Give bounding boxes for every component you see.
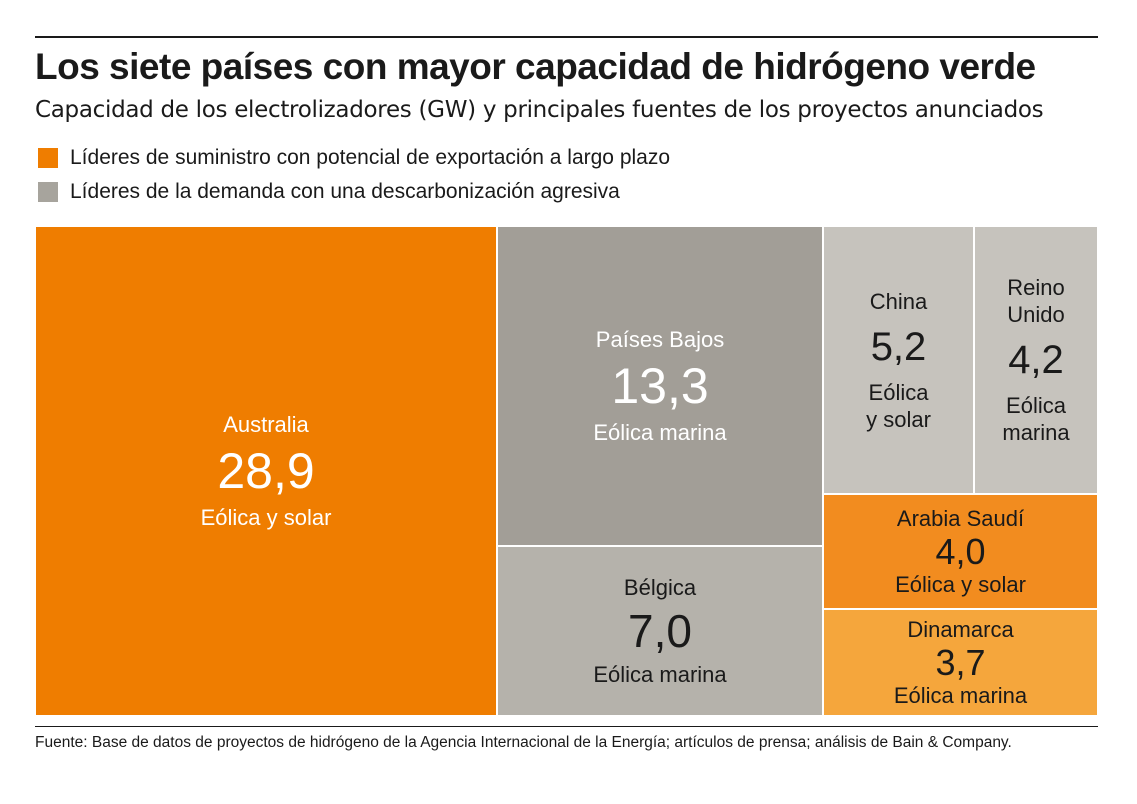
cell-source-label: Eólica marina [893, 682, 1028, 708]
source-note: Fuente: Base de datos de proyectos de hi… [35, 734, 1012, 751]
cell-country-label: China [869, 288, 928, 314]
cell-value-label: 28,9 [217, 443, 315, 499]
bottom-rule [35, 726, 1098, 727]
cell-source-label: Eólica y solar [866, 379, 931, 432]
cell-value-label: 4,0 [935, 530, 986, 572]
chart-title: Los siete países con mayor capacidad de … [35, 46, 1036, 87]
legend-swatch-orange [38, 148, 58, 168]
cell-country-label: Reino Unido [1007, 275, 1065, 327]
treemap: Australia 28,9 Eólica y solar Países Bajos 1… [35, 226, 1098, 716]
legend-label-demand: Líderes de la demanda con una descarboni… [70, 180, 620, 203]
legend-item-supply: Líderes de suministro con potencial de e… [38, 141, 670, 175]
chart-subtitle: Capacidad de los electrolizadores (GW) y… [35, 97, 1044, 123]
cell-source-label: Eólica y solar [200, 505, 332, 530]
treemap-cell-arabia-saudi: Arabia Saudí 4,0 Eólica y solar [823, 494, 1098, 609]
treemap-cell-dinamarca: Dinamarca 3,7 Eólica marina [823, 609, 1098, 716]
cell-country-label: Bélgica [623, 575, 697, 600]
cell-source-label: Eólica y solar [895, 571, 1026, 597]
cell-country-label: Dinamarca [907, 616, 1014, 642]
cell-source-label: Eólica marina [593, 662, 727, 687]
treemap-cell-belgica: Bélgica 7,0 Eólica marina [497, 546, 823, 716]
cell-country-label: Australia [223, 412, 309, 437]
cell-value-label: 7,0 [628, 605, 692, 657]
cell-value-label: 4,2 [1008, 338, 1064, 382]
cell-value-label: 3,7 [935, 641, 986, 683]
legend: Líderes de suministro con potencial de e… [38, 141, 670, 209]
cell-value-label: 13,3 [611, 358, 709, 414]
cell-value-label: 5,2 [870, 324, 927, 369]
cell-source-label: Eólica marina [1002, 393, 1070, 445]
treemap-cell-china: China 5,2 Eólica y solar [823, 226, 974, 494]
cell-source-label: Eólica marina [593, 420, 727, 445]
cell-country-label: Arabia Saudí [896, 505, 1025, 531]
legend-item-demand: Líderes de la demanda con una descarboni… [38, 175, 670, 209]
treemap-cell-reino-unido: Reino Unido 4,2 Eólica marina [974, 226, 1098, 494]
top-rule [35, 36, 1098, 38]
cell-country-label: Países Bajos [595, 327, 725, 352]
legend-label-supply: Líderes de suministro con potencial de e… [70, 146, 671, 169]
treemap-cell-australia: Australia 28,9 Eólica y solar [35, 226, 497, 716]
legend-swatch-gray [38, 182, 58, 202]
treemap-cell-paises-bajos: Países Bajos 13,3 Eólica marina [497, 226, 823, 546]
